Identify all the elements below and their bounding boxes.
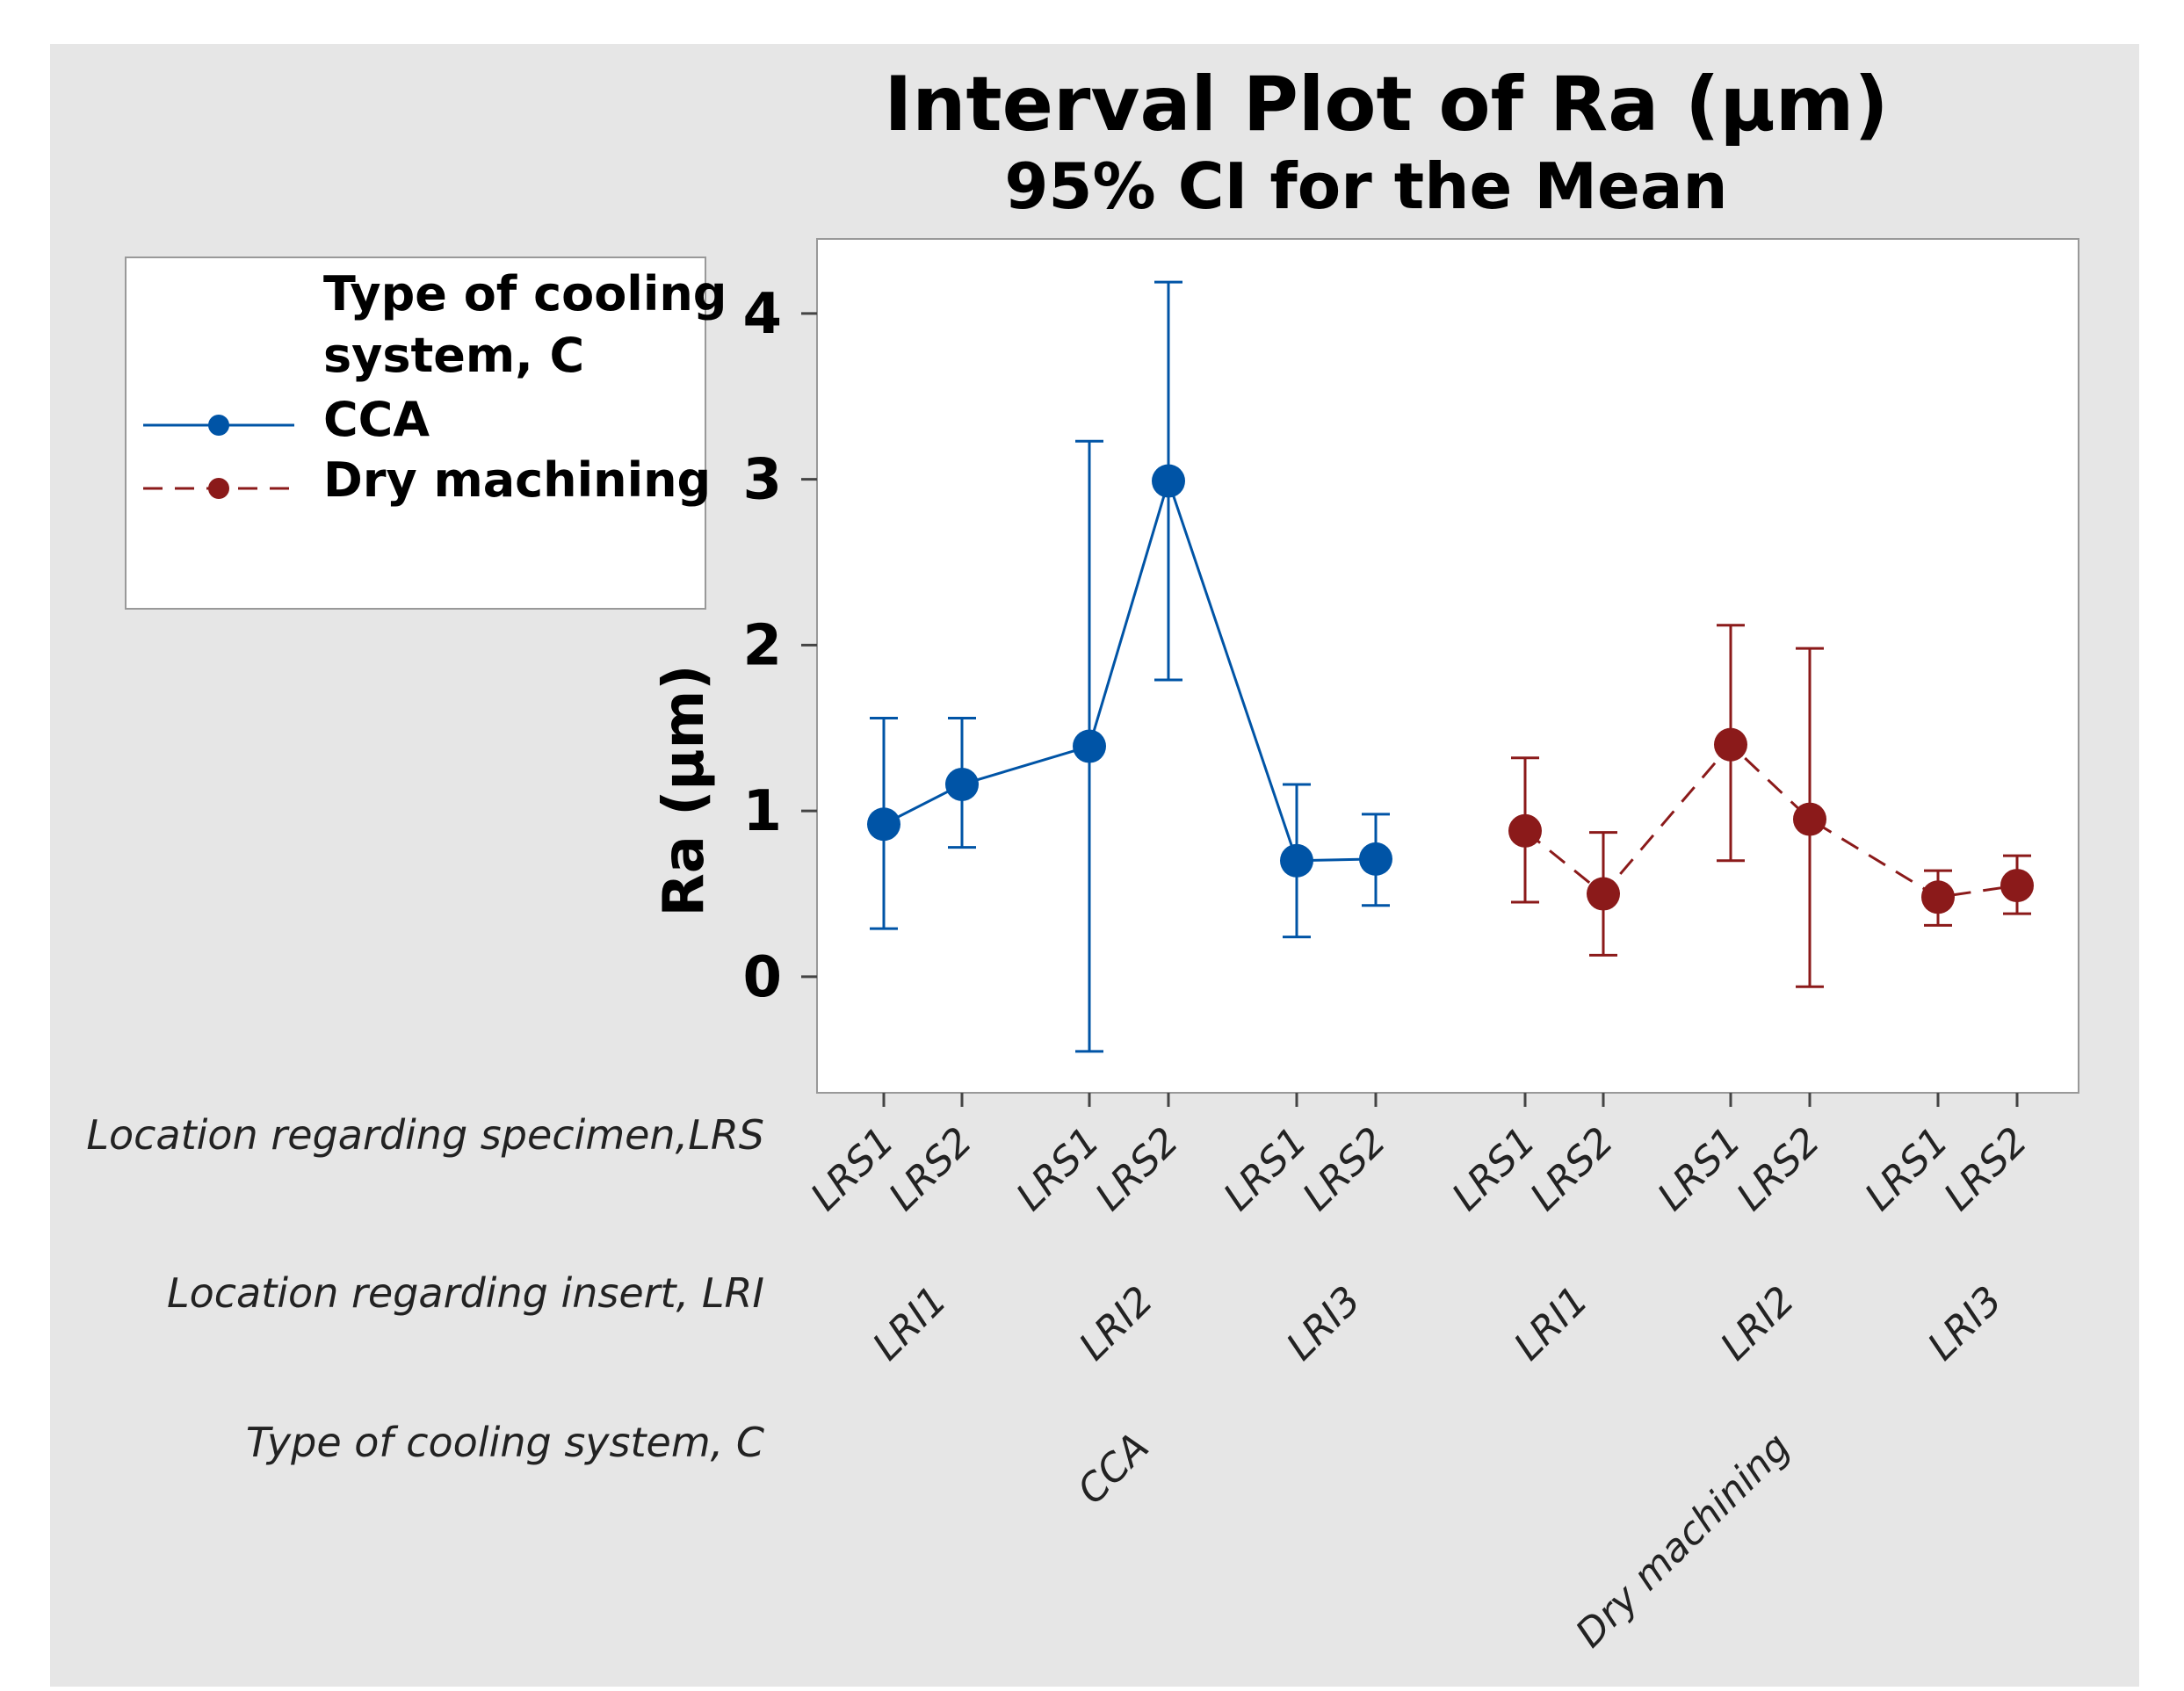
row-label-c: Type of cooling system, C	[246, 1419, 764, 1466]
legend-entry-dry-machining: Dry machining	[323, 452, 711, 508]
legend-entry-cca: CCA	[323, 392, 430, 447]
y-tick-label: 2	[742, 613, 782, 678]
mean-marker	[1152, 464, 1185, 498]
series-dry-machining	[1508, 624, 2034, 988]
series-cca	[867, 280, 1392, 1053]
mean-marker	[1714, 727, 1747, 762]
mean-marker	[1359, 842, 1392, 876]
y-axis-label: Ra (µm)	[652, 664, 717, 916]
legend-title-line-2: system, C	[323, 328, 584, 383]
mean-marker	[1587, 877, 1620, 911]
y-tick-label: 4	[742, 282, 782, 347]
legend-cca-marker	[208, 415, 229, 436]
chart-title: Interval Plot of Ra (µm)	[884, 61, 1888, 148]
row-label-lrs: Location regarding specimen,LRS	[86, 1111, 764, 1159]
mean-marker	[1793, 802, 1826, 836]
mean-marker	[1280, 843, 1313, 878]
row-label-lri: Location regarding insert, LRI	[167, 1269, 764, 1317]
y-tick-label: 1	[742, 779, 782, 844]
mean-marker	[945, 767, 979, 801]
series-connector-line	[1524, 742, 2018, 899]
plot-area	[816, 238, 2079, 1094]
y-tick-label: 3	[742, 448, 782, 513]
mean-marker	[1508, 813, 1542, 848]
legend: Type of cooling system, C CCA Dry machin…	[125, 257, 727, 610]
legend-dry-marker	[208, 478, 229, 499]
mean-marker	[1073, 729, 1106, 763]
mean-marker	[2000, 869, 2034, 903]
y-tick-label: 0	[742, 945, 782, 1010]
chart-subtitle: 95% CI for the Mean	[1004, 149, 1727, 223]
y-axis: 0 1 2 3 4	[742, 282, 817, 1010]
legend-title-line-1: Type of cooling	[323, 266, 727, 322]
mean-marker	[867, 807, 900, 842]
mean-marker	[1921, 880, 1955, 914]
series-layer	[867, 280, 2034, 1053]
